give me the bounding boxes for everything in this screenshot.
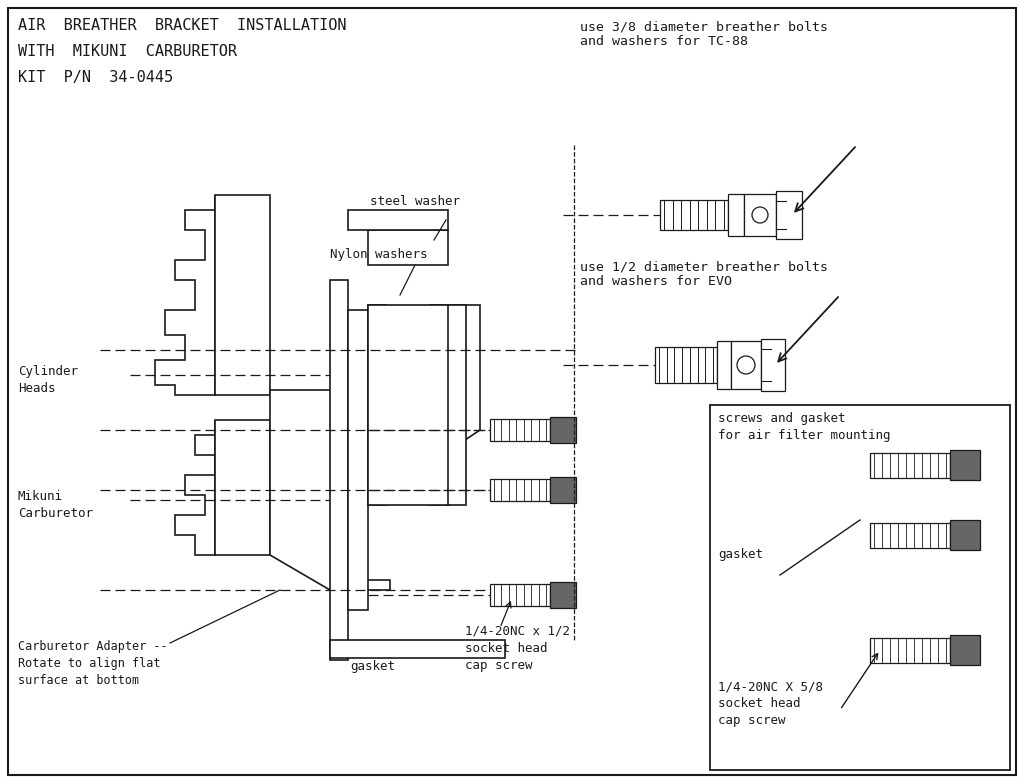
Text: screws and gasket
for air filter mounting: screws and gasket for air filter mountin… <box>718 412 891 442</box>
Text: 1/4-20NC X 5/8
socket head
cap screw: 1/4-20NC X 5/8 socket head cap screw <box>718 680 823 727</box>
Circle shape <box>752 207 768 223</box>
Bar <box>330 640 505 658</box>
Bar <box>348 310 368 610</box>
Bar <box>550 417 575 443</box>
Bar <box>761 339 785 391</box>
Circle shape <box>737 356 755 374</box>
Text: steel washer: steel washer <box>370 195 460 208</box>
Bar <box>348 210 449 230</box>
Text: Nylon washers: Nylon washers <box>330 248 427 261</box>
Bar <box>950 450 980 480</box>
Polygon shape <box>368 305 480 505</box>
Bar <box>950 635 980 665</box>
Polygon shape <box>155 195 215 395</box>
Bar <box>870 453 950 478</box>
Bar <box>490 479 550 501</box>
Bar <box>368 230 449 265</box>
Bar <box>215 420 270 555</box>
Bar <box>368 305 386 505</box>
Polygon shape <box>175 420 215 555</box>
Bar <box>449 305 466 505</box>
Text: Cylinder
Heads: Cylinder Heads <box>18 365 78 395</box>
Bar <box>717 341 731 389</box>
Bar <box>490 584 550 606</box>
Text: WITH  MIKUNI  CARBURETOR: WITH MIKUNI CARBURETOR <box>18 44 237 59</box>
Bar <box>710 405 1010 770</box>
Text: 1/4-20NC x 1/2
socket head
cap screw: 1/4-20NC x 1/2 socket head cap screw <box>465 625 570 672</box>
Bar <box>870 523 950 548</box>
Bar <box>550 477 575 503</box>
Text: Mikuni
Carburetor: Mikuni Carburetor <box>18 490 93 520</box>
Text: Carburetor Adapter --
Rotate to align flat
surface at bottom: Carburetor Adapter -- Rotate to align fl… <box>18 640 168 687</box>
Bar <box>744 194 776 236</box>
Bar <box>950 520 980 550</box>
Bar <box>728 194 744 236</box>
Text: use 3/8 diameter breather bolts
and washers for TC-88: use 3/8 diameter breather bolts and wash… <box>580 20 828 48</box>
Bar <box>655 347 717 383</box>
Bar <box>731 341 761 389</box>
Text: AIR  BREATHER  BRACKET  INSTALLATION: AIR BREATHER BRACKET INSTALLATION <box>18 18 346 33</box>
Bar <box>490 419 550 441</box>
Bar <box>870 638 950 663</box>
Text: use 1/2 diameter breather bolts
and washers for EVO: use 1/2 diameter breather bolts and wash… <box>580 260 828 288</box>
Text: KIT  P/N  34-0445: KIT P/N 34-0445 <box>18 70 173 85</box>
Bar <box>550 582 575 608</box>
Bar <box>330 280 348 660</box>
Bar <box>215 195 270 395</box>
Bar <box>660 200 728 230</box>
Polygon shape <box>270 390 390 590</box>
Bar <box>776 191 802 239</box>
Bar <box>430 305 449 505</box>
Text: gasket: gasket <box>718 548 763 561</box>
Text: gasket: gasket <box>350 660 395 673</box>
